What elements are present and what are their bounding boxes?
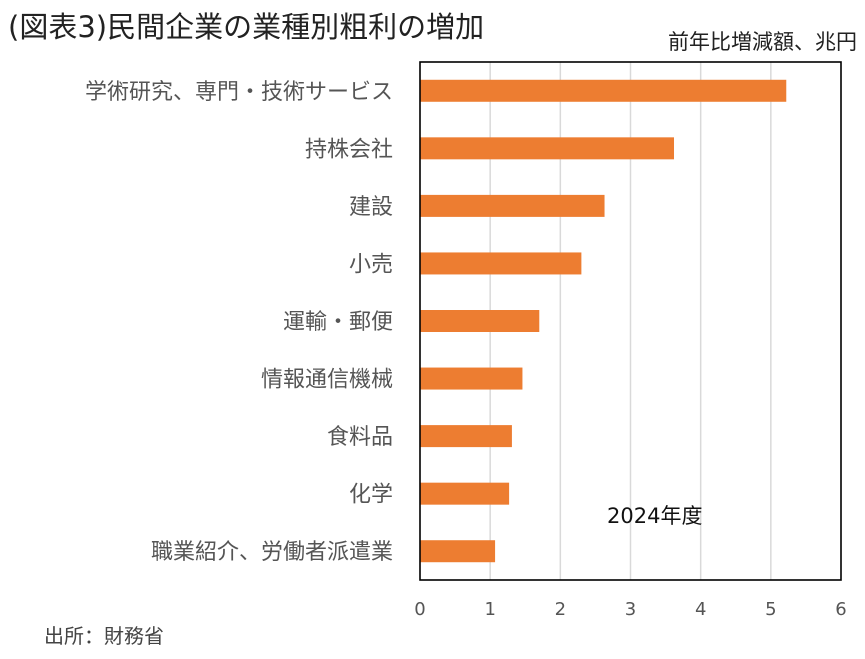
category-label: 化学: [349, 483, 393, 508]
source-note: 出所：財務省: [44, 624, 164, 648]
plot-frame: [419, 61, 842, 581]
category-labels: 学術研究、専門・技術サービス持株会社建設小売運輸・郵便情報通信機械食料品化学職業…: [85, 80, 393, 565]
category-label: 持株会社: [305, 137, 393, 162]
bar: [420, 137, 675, 160]
x-tick-labels: 0 1 2 3 4 5 6: [414, 599, 846, 620]
category-label: 建設: [349, 195, 393, 220]
bar: [420, 482, 510, 505]
bar: [420, 310, 540, 332]
category-label: 食料品: [327, 425, 393, 450]
x-tick-label: 2: [555, 599, 566, 620]
x-tick-label: 6: [835, 599, 846, 620]
bar: [420, 540, 496, 563]
chart-title: (図表3)民間企業の業種別粗利の増加: [8, 10, 485, 44]
bar: [420, 367, 523, 390]
category-label: 小売: [349, 252, 393, 277]
bar: [420, 79, 787, 102]
bar: [420, 194, 605, 217]
category-label: 学術研究、専門・技術サービス: [85, 80, 393, 105]
x-tick-label: 3: [625, 599, 636, 620]
bars: [420, 79, 787, 563]
x-tick-label: 5: [765, 599, 776, 620]
year-annotation: 2024年度: [607, 504, 702, 528]
category-label: 情報通信機械: [261, 368, 393, 393]
category-label: 運輸・郵便: [283, 310, 393, 335]
bar: [420, 425, 512, 448]
bar: [420, 252, 582, 275]
x-tick-label: 1: [484, 599, 495, 620]
category-label: 職業紹介、労働者派遣業: [151, 540, 393, 565]
unit-label: 前年比増減額、兆円: [668, 30, 857, 54]
x-tick-label: 0: [414, 599, 425, 620]
x-tick-label: 4: [695, 599, 706, 620]
